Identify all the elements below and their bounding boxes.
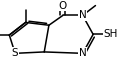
Text: N: N bbox=[79, 10, 87, 20]
Text: SH: SH bbox=[103, 29, 118, 39]
Text: O: O bbox=[59, 1, 67, 11]
Text: N: N bbox=[79, 48, 87, 58]
Text: S: S bbox=[12, 48, 18, 58]
